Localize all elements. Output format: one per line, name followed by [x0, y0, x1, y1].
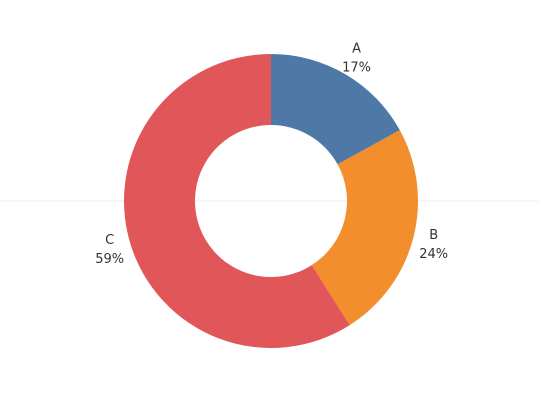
slice-a	[271, 54, 400, 165]
slice-labels: A 17% B 24% C 59%	[95, 41, 448, 266]
slice-label-c-category: C	[105, 233, 114, 248]
slice-b	[311, 130, 419, 326]
slice-label-a-category: A	[352, 41, 361, 56]
slice-label-c-percent: 59%	[95, 252, 124, 267]
slice-c	[123, 54, 350, 349]
slice-label-a-percent: 17%	[342, 60, 371, 75]
donut-slices	[123, 54, 419, 349]
slice-label-b-category: B	[429, 228, 438, 243]
slice-label-b-percent: 24%	[419, 247, 448, 262]
